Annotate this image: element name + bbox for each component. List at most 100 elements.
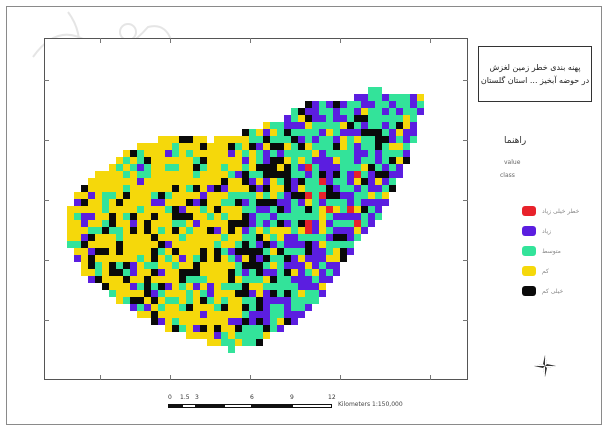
raster-cell [312,241,319,248]
raster-cell [298,234,305,241]
raster-cell [291,143,298,150]
raster-cell [249,290,256,297]
raster-cell [158,136,165,143]
raster-cell [137,290,144,297]
raster-cell [151,143,158,150]
raster-cell [214,199,221,206]
raster-cell [235,234,242,241]
raster-cell [347,185,354,192]
raster-cell [228,234,235,241]
raster-cell [326,108,333,115]
raster-cell [81,269,88,276]
raster-cell [312,171,319,178]
raster-cell [221,283,228,290]
raster-cell [116,276,123,283]
raster-cell [277,206,284,213]
raster-cell [172,220,179,227]
raster-cell [249,248,256,255]
raster-cell [347,206,354,213]
raster-cell [158,199,165,206]
raster-cell [291,255,298,262]
raster-cell [144,234,151,241]
raster-cell [179,157,186,164]
legend-item-very-high: خطر خیلی زیاد [522,206,579,216]
raster-cell [214,206,221,213]
raster-cell [151,241,158,248]
raster-cell [235,297,242,304]
raster-cell [200,157,207,164]
raster-cell [375,199,382,206]
raster-cell [95,276,102,283]
raster-cell [137,227,144,234]
raster-cell [158,262,165,269]
raster-cell [298,220,305,227]
legend-swatch [522,266,536,276]
raster-cell [67,241,74,248]
raster-cell [354,129,361,136]
raster-cell [305,283,312,290]
raster-cell [263,143,270,150]
raster-cell [214,234,221,241]
raster-cell [81,241,88,248]
raster-cell [186,318,193,325]
raster-cell [116,248,123,255]
raster-cell [200,164,207,171]
raster-cell [291,185,298,192]
raster-cell [298,136,305,143]
raster-cell [354,178,361,185]
raster-cell [235,332,242,339]
raster-cell [389,115,396,122]
raster-cell [305,108,312,115]
raster-cell [179,311,186,318]
raster-cell [172,304,179,311]
raster-cell [137,164,144,171]
raster-cell [382,164,389,171]
raster-cell [382,192,389,199]
raster-cell [200,178,207,185]
raster-cell [270,269,277,276]
raster-cell [270,297,277,304]
raster-cell [270,122,277,129]
raster-cell [375,87,382,94]
raster-cell [277,178,284,185]
raster-cell [361,129,368,136]
raster-cell [389,136,396,143]
raster-cell [375,122,382,129]
raster-cell [214,150,221,157]
raster-cell [221,227,228,234]
raster-cell [235,178,242,185]
raster-cell [389,101,396,108]
raster-cell [340,227,347,234]
raster-cell [361,143,368,150]
raster-cell [207,157,214,164]
raster-cell [340,171,347,178]
raster-cell [284,136,291,143]
raster-cell [221,269,228,276]
raster-cell [200,150,207,157]
raster-cell [200,325,207,332]
raster-cell [137,234,144,241]
raster-cell [221,241,228,248]
raster-cell [193,325,200,332]
raster-cell [270,311,277,318]
raster-cell [214,143,221,150]
raster-cell [298,171,305,178]
raster-cell [200,206,207,213]
raster-cell [249,199,256,206]
raster-cell [74,199,81,206]
raster-cell [263,122,270,129]
raster-cell [368,94,375,101]
raster-cell [319,171,326,178]
raster-cell [193,171,200,178]
raster-cell [179,213,186,220]
raster-cell [235,311,242,318]
raster-cell [151,283,158,290]
raster-cell [291,276,298,283]
raster-cell [88,262,95,269]
raster-cell [382,136,389,143]
raster-cell [88,276,95,283]
raster-cell [81,255,88,262]
raster-cell [123,255,130,262]
raster-cell [256,262,263,269]
raster-cell [375,115,382,122]
